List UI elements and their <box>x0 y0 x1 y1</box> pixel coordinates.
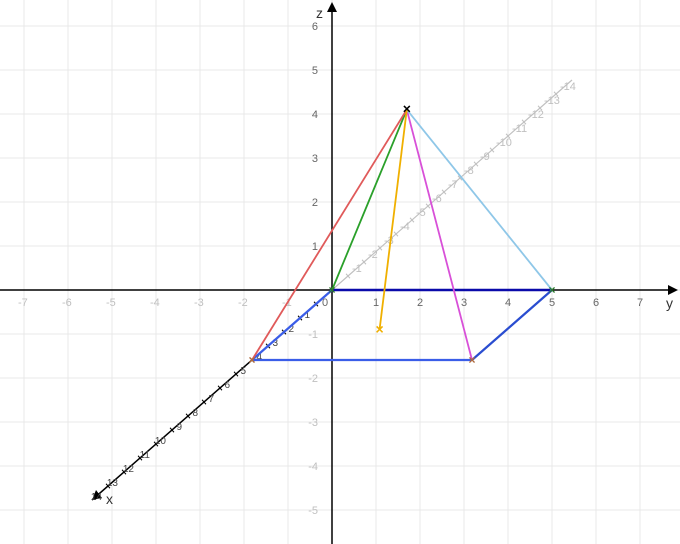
svg-text:×: × <box>548 283 555 297</box>
svg-text:x: x <box>106 491 113 507</box>
svg-text:-11: -11 <box>512 123 527 135</box>
svg-text:×: × <box>376 321 384 337</box>
svg-text:-1: -1 <box>352 263 362 275</box>
svg-text:6: 6 <box>312 21 318 33</box>
svg-text:1: 1 <box>373 297 379 309</box>
svg-text:-6: -6 <box>432 193 442 205</box>
svg-text:-8: -8 <box>464 165 474 177</box>
svg-text:y: y <box>666 295 673 311</box>
svg-text:14: 14 <box>91 492 103 503</box>
svg-text:-12: -12 <box>528 109 544 121</box>
svg-text:2: 2 <box>417 297 423 309</box>
svg-text:4: 4 <box>505 297 511 309</box>
svg-text:-9: -9 <box>480 151 490 163</box>
svg-text:×: × <box>403 101 411 117</box>
chart-3d: x1234567891011121314-1-2-3-4-5-6-7-8-9-1… <box>0 0 680 544</box>
svg-text:-2: -2 <box>308 373 318 385</box>
svg-text:5: 5 <box>312 65 318 77</box>
svg-text:-2: -2 <box>238 297 248 309</box>
svg-text:-5: -5 <box>106 297 116 309</box>
svg-text:8: 8 <box>192 408 198 419</box>
svg-text:-13: -13 <box>544 95 560 107</box>
svg-text:-1: -1 <box>308 329 318 341</box>
svg-text:5: 5 <box>240 366 246 377</box>
svg-text:-4: -4 <box>150 297 160 309</box>
svg-text:-4: -4 <box>308 461 318 473</box>
svg-text:-7: -7 <box>448 179 458 191</box>
svg-text:-3: -3 <box>308 417 318 429</box>
svg-text:-3: -3 <box>384 235 394 247</box>
svg-text:-5: -5 <box>416 207 426 219</box>
svg-text:×: × <box>328 283 335 297</box>
svg-text:-3: -3 <box>194 297 204 309</box>
svg-text:7: 7 <box>637 297 643 309</box>
svg-text:×: × <box>248 353 255 367</box>
svg-text:6: 6 <box>593 297 599 309</box>
svg-text:-14: -14 <box>560 81 576 93</box>
svg-text:2: 2 <box>312 197 318 209</box>
svg-text:5: 5 <box>549 297 555 309</box>
svg-text:9: 9 <box>176 422 182 433</box>
svg-text:×: × <box>468 353 475 367</box>
svg-text:3: 3 <box>461 297 467 309</box>
svg-text:7: 7 <box>208 394 214 405</box>
svg-text:6: 6 <box>224 380 230 391</box>
svg-text:-2: -2 <box>368 249 378 261</box>
svg-text:1: 1 <box>312 241 318 253</box>
svg-text:-10: -10 <box>496 137 512 149</box>
svg-text:-5: -5 <box>308 505 318 517</box>
svg-text:3: 3 <box>312 153 318 165</box>
plot-svg: x1234567891011121314-1-2-3-4-5-6-7-8-9-1… <box>0 0 680 544</box>
svg-text:-6: -6 <box>62 297 72 309</box>
svg-text:-7: -7 <box>18 297 28 309</box>
svg-text:z: z <box>316 5 323 21</box>
svg-text:-4: -4 <box>400 221 410 233</box>
svg-text:4: 4 <box>312 109 318 121</box>
